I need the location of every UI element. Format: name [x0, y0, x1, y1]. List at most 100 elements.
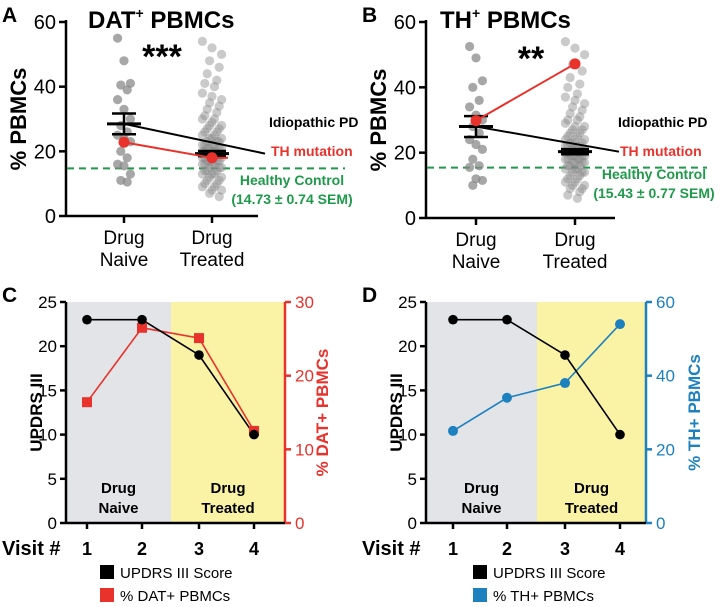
drug-treated-label: Treated [201, 500, 254, 517]
data-point-treated [572, 193, 583, 203]
significance-stars: ** [518, 40, 545, 78]
data-point-right [194, 333, 204, 344]
significance-stars: *** [142, 38, 182, 76]
data-point-updrs [194, 350, 204, 360]
data-point-treated [568, 102, 578, 112]
data-point-treated [209, 130, 219, 140]
x-category-label: Drug [191, 228, 232, 249]
series-line-right [452, 323, 621, 432]
y-tick-label-left: 5 [408, 470, 417, 489]
y-tick-label: 0 [405, 208, 416, 230]
data-point-naive [116, 80, 126, 90]
data-point-treated [575, 170, 585, 181]
data-point-treated [563, 82, 573, 92]
healthy-control-label: Healthy Control [602, 166, 706, 182]
data-point-naive [119, 161, 129, 171]
data-point-treated [577, 66, 587, 76]
data-point-treated [212, 166, 222, 176]
data-point-treated [568, 157, 578, 168]
data-point-treated [200, 78, 210, 89]
data-point-naive [471, 53, 481, 63]
y-axis-label-left: UPDRS III [27, 373, 46, 451]
y-tick-label-right: 20 [295, 367, 314, 386]
data-point-treated [212, 75, 222, 85]
data-point-treated [209, 182, 219, 192]
y-tick-label-left: 20 [38, 337, 57, 356]
data-point-treated [575, 187, 585, 197]
data-point-treated [577, 105, 587, 115]
data-point-treated [572, 154, 583, 164]
th-mutation-point [569, 58, 581, 70]
panel-title: DAT+ PBMCs [88, 5, 234, 34]
data-point-treated [197, 159, 207, 169]
th-mutation-point [206, 152, 218, 164]
data-point-naive [474, 95, 484, 105]
data-point-treated [570, 157, 580, 168]
y-tick-label: 60 [394, 12, 416, 34]
data-point-naive [477, 144, 487, 154]
y-axis-label: % PBMCs [6, 68, 31, 171]
data-point-treated [580, 180, 590, 190]
data-point-treated [205, 162, 215, 173]
idiopathic-pd-line [123, 122, 266, 155]
data-point-treated [209, 114, 219, 124]
data-point-treated [207, 169, 217, 179]
data-point-treated [572, 115, 583, 125]
legend-label-right: % DAT+ PBMCs [120, 588, 230, 605]
data-point-treated [563, 115, 573, 125]
data-point-treated [200, 179, 210, 189]
data-point-treated [565, 128, 575, 138]
y-tick-label-left: 15 [398, 381, 417, 400]
drug-treated-label: Drug [574, 480, 609, 497]
y-tick-label: 0 [45, 206, 56, 228]
x-category-label: Drug [554, 230, 595, 251]
data-point-treated [568, 125, 578, 135]
data-point-naive [468, 180, 478, 190]
x-category-label: Drug [455, 230, 496, 251]
y-axis-label-left: UPDRS III [387, 373, 406, 451]
y-tick-label-left: 0 [408, 514, 417, 533]
x-axis-label: Visit # [362, 538, 421, 560]
y-tick-label-left: 15 [38, 381, 57, 400]
data-point-naive [477, 76, 487, 86]
y-tick-label-right: 60 [656, 293, 675, 312]
panel-letter: B [362, 4, 377, 27]
data-point-treated [212, 127, 222, 137]
data-point-treated [565, 108, 575, 119]
x-tick-label: 2 [502, 539, 512, 559]
y-tick-label: 40 [394, 77, 416, 99]
data-point-treated [563, 154, 573, 164]
data-point-right [502, 392, 512, 403]
data-point-treated [214, 62, 224, 72]
legend-swatch-updrs [100, 565, 114, 579]
th-mutation-label: TH mutation [620, 143, 702, 159]
healthy-control-label: Healthy Control [240, 172, 344, 188]
series-line-right [86, 326, 255, 432]
data-point-treated [580, 167, 590, 177]
data-point-naive [122, 177, 132, 187]
idiopathic-pd-label: Idiopathic PD [269, 114, 358, 130]
data-point-treated [214, 192, 224, 202]
data-point-right [560, 378, 570, 389]
drug-naive-label: Naive [98, 500, 138, 517]
x-tick-label: 2 [137, 539, 147, 559]
drug-treated-label: Drug [211, 480, 246, 497]
data-point-treated [217, 162, 227, 173]
data-point-treated [200, 111, 210, 121]
data-point-updrs [502, 314, 512, 325]
drug-treated-label: Treated [565, 500, 618, 517]
x-tick-label: 1 [448, 539, 458, 559]
x-tick-label: 1 [82, 539, 92, 559]
data-point-treated [560, 154, 571, 164]
data-point-treated [570, 43, 580, 53]
panel-title: TH+ PBMCs [440, 5, 571, 34]
data-point-treated [207, 43, 217, 53]
data-point-treated [217, 120, 227, 131]
data-point-right [448, 425, 458, 436]
data-point-treated [205, 120, 215, 131]
data-point-treated [577, 157, 587, 168]
data-point-naive [474, 161, 484, 171]
